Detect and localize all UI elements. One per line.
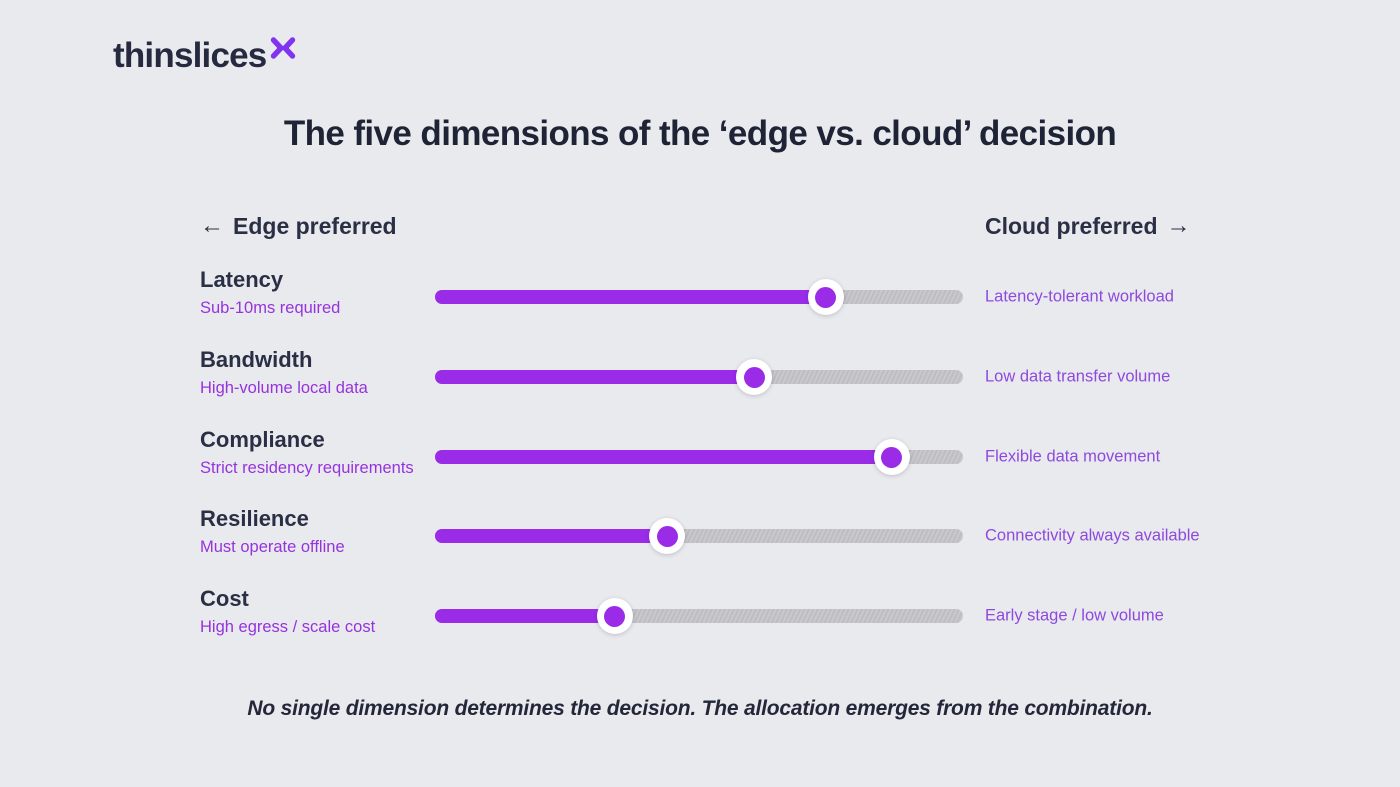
- thinslices-logo: thinslices: [113, 34, 297, 78]
- edge-preferred-label: Edge preferred: [233, 212, 397, 239]
- cloud-note: Flexible data movement: [985, 447, 1161, 466]
- cloud-note: Connectivity always available: [985, 526, 1200, 545]
- left-arrow-icon: ←: [200, 212, 224, 239]
- dimension-name: Bandwidth: [200, 347, 313, 372]
- cloud-note: Latency-tolerant workload: [985, 287, 1174, 306]
- edge-preferred-header: ← Edge preferred: [200, 212, 397, 240]
- slider-fill: [435, 370, 755, 384]
- edge-note: Strict residency requirements: [200, 459, 414, 477]
- page-title: The five dimensions of the ‘edge vs. clo…: [283, 114, 1117, 153]
- resilience-slider[interactable]: [435, 518, 963, 554]
- edge-note: Sub-10ms required: [200, 299, 341, 317]
- dimension-label-block: Latency Sub-10ms required: [200, 266, 340, 320]
- slider-fill: [435, 450, 892, 464]
- edge-note: High egress / scale cost: [200, 618, 376, 636]
- edge-note: High-volume local data: [200, 379, 368, 397]
- dimension-row-bandwidth: Bandwidth High-volume local data Low dat…: [0, 345, 1400, 409]
- slider-thumb[interactable]: [736, 359, 773, 395]
- takeaway-text: No single dimension determines the decis…: [247, 697, 1153, 720]
- compliance-slider[interactable]: [435, 439, 963, 475]
- edge-note: Must operate offline: [200, 538, 345, 556]
- dimension-label-block: Compliance Strict residency requirements: [200, 426, 414, 480]
- slider-fill: [435, 290, 826, 304]
- slider-fill: [435, 609, 615, 623]
- dimension-label-block: Resilience Must operate offline: [200, 505, 345, 559]
- cloud-preferred-header: Cloud preferred →: [985, 212, 1191, 240]
- cloud-note: Early stage / low volume: [985, 606, 1164, 625]
- right-arrow-icon: →: [1166, 212, 1191, 239]
- dimension-row-resilience: Resilience Must operate offline Connecti…: [0, 504, 1400, 568]
- cost-slider[interactable]: [435, 598, 963, 634]
- dimension-name: Latency: [200, 267, 284, 292]
- dimension-label-block: Cost High egress / scale cost: [200, 585, 375, 639]
- slider-thumb[interactable]: [596, 598, 633, 634]
- dimension-name: Resilience: [200, 506, 309, 531]
- slider-thumb[interactable]: [807, 279, 844, 315]
- dimension-row-cost: Cost High egress / scale cost Early stag…: [0, 584, 1400, 648]
- cloud-preferred-label: Cloud preferred: [985, 212, 1158, 239]
- bandwidth-slider[interactable]: [435, 359, 963, 395]
- slider-fill: [435, 529, 668, 543]
- latency-slider[interactable]: [435, 279, 963, 315]
- dimension-row-latency: Latency Sub-10ms required Latency-tolera…: [0, 265, 1400, 329]
- dimension-name: Compliance: [200, 427, 325, 452]
- dimension-row-compliance: Compliance Strict residency requirements…: [0, 425, 1400, 489]
- dimension-label-block: Bandwidth High-volume local data: [200, 346, 368, 400]
- x-chevrons-icon: [269, 36, 297, 65]
- logo-wordmark: thinslices: [113, 36, 267, 75]
- slider-thumb[interactable]: [873, 439, 910, 475]
- slider-thumb[interactable]: [649, 518, 686, 554]
- dimension-name: Cost: [200, 586, 249, 611]
- cloud-note: Low data transfer volume: [985, 367, 1171, 386]
